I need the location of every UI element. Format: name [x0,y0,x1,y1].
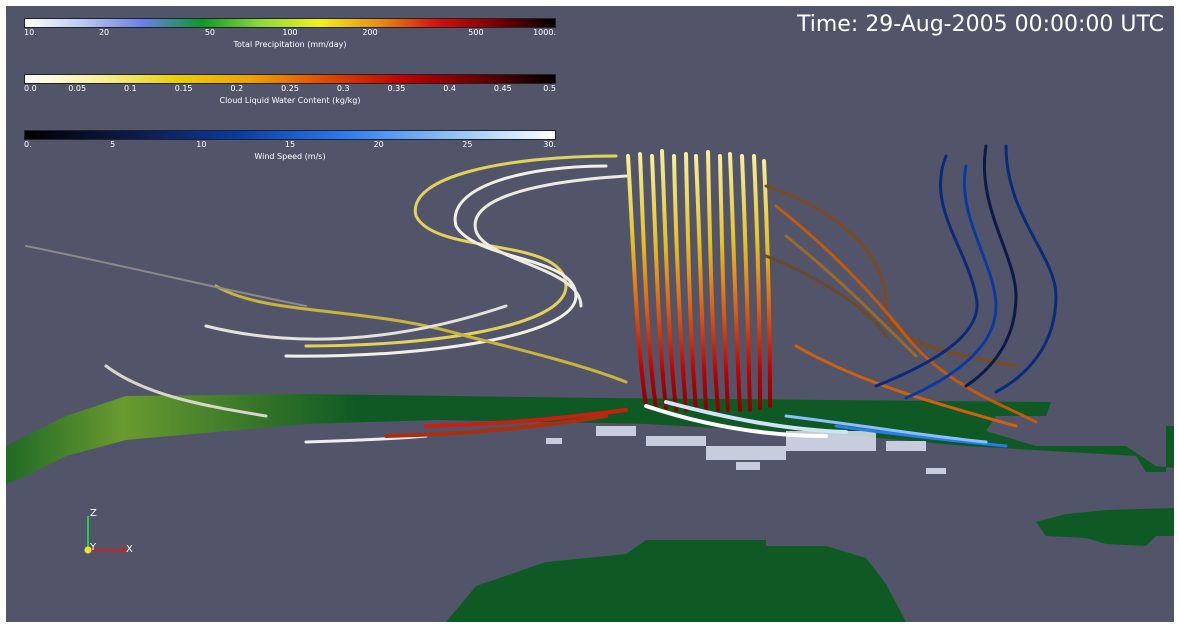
colorbar-tick-label: 30. [543,140,556,149]
colorbar-tick-label: 0.45 [493,84,512,93]
land-patch-right [1036,508,1174,546]
colorbar-precipitation-title: Total Precipitation (mm/day) [233,40,347,49]
colorbar-precipitation-gradient [24,18,556,28]
colorbar-wind-speed-ticks: 0. 5 10 15 20 25 30. [24,140,556,152]
colorbar-tick-label: 0.05 [68,84,87,93]
colorbar-tick-label: 10 [196,140,207,149]
colorbar-wind-speed-title: Wind Speed (m/s) [254,152,326,161]
wind-streamlines-blue [784,144,1058,448]
colorbar-tick-label: 1000. [533,28,556,37]
colorbar-tick-label: 0.25 [281,84,299,93]
colorbar-tick-label: 15 [284,140,296,149]
colorbar-tick-label: 0.4 [443,84,456,93]
colorbar-tick-label: 20 [373,140,384,149]
colorbar-wind-speed: 0. 5 10 15 20 25 30. Wind Speed (m/s) [24,130,556,161]
land-patch-bottom [446,540,906,622]
colorbar-tick-label: 50 [204,28,216,37]
right-streamlines [764,184,1038,428]
colorbar-tick-label: 0.1 [124,84,137,93]
colorbar-cloud-water-title: Cloud Liquid Water Content (kg/kg) [219,96,361,105]
orientation-axes: Z Y X [76,506,146,566]
colorbar-tick-label: 0.0 [24,84,37,93]
colorbar-tick-label: 0.5 [543,84,556,93]
vertical-streamlines [626,149,772,412]
colorbar-tick-label: 500 [468,28,484,37]
axis-y-label: Y [90,542,97,553]
hurricane-streamline-scene [6,144,1174,622]
colorbar-precipitation-ticks: 10. 20 50 100 200 500 1000. [24,28,556,40]
colorbar-tick-label: 25 [462,140,473,149]
colorbar-wind-speed-gradient [24,130,556,140]
axis-x-label: X [126,544,133,555]
colorbar-tick-label: 20 [98,28,110,37]
colorbar-tick-label: 5 [110,140,116,149]
colorbar-tick-label: 0.2 [230,84,244,93]
colorbar-tick-label: 0.15 [174,84,193,93]
base-swirl [384,400,848,438]
colorbar-tick-label: 0. [24,140,32,149]
orientation-axes-graphic [84,516,127,554]
colorbar-tick-label: 0.3 [336,84,350,93]
colorbar-precipitation: 10. 20 50 100 200 500 1000. Total Precipitatio… [24,18,556,49]
colorbar-cloud-water-gradient [24,74,556,84]
colorbar-tick-label: 200 [362,28,378,37]
land-strip [6,394,1174,484]
colorbar-tick-label: 10. [24,28,37,37]
precip-cells [546,426,946,474]
colorbar-tick-label: 100 [282,28,298,37]
colorbar-cloud-water-ticks: 0.0 0.05 0.1 0.15 0.2 0.25 0.3 0.35 0.4 0.45 0.5 [24,84,556,96]
render-viewport[interactable]: 10. 20 50 100 200 500 1000. Total Precipitatio… [6,6,1174,622]
colorbar-cloud-water: 0.0 0.05 0.1 0.15 0.2 0.25 0.3 0.35 0.4 0.45 0.5 C… [24,74,556,105]
colorbar-tick-label: 0.35 [387,84,406,93]
axis-z-label: Z [90,508,97,519]
time-label: Time: 29-Aug-2005 00:00:00 UTC [797,12,1164,37]
